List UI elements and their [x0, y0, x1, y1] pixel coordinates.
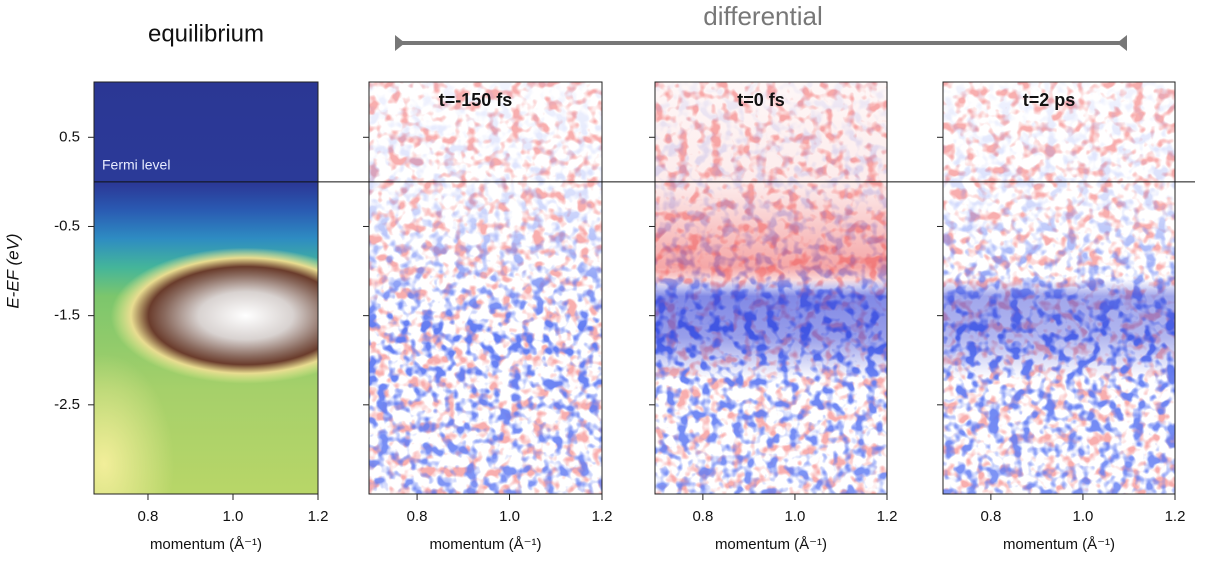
panel-title: t=2 ps: [1023, 90, 1076, 110]
heatmap-corner: [94, 354, 174, 494]
x-tick-label: 1.0: [785, 508, 806, 525]
range-arrow: [395, 35, 1127, 51]
x-tick-label: 1.2: [308, 508, 329, 525]
x-tick-label: 1.2: [592, 508, 613, 525]
x-tick-label: 1.2: [877, 508, 898, 525]
x-axis-label: momentum (Å⁻¹): [150, 536, 262, 553]
x-tick-label: 1.0: [223, 508, 244, 525]
y-tick-label: -2.5: [54, 396, 80, 413]
plot-frame: [93, 81, 319, 495]
plot-frame: [942, 81, 1176, 495]
plot-frame: [654, 81, 888, 495]
panel-title: equilibrium: [148, 20, 264, 47]
x-axis-label: momentum (Å⁻¹): [429, 536, 541, 553]
y-tick-label: -1.5: [54, 307, 80, 324]
x-tick-label: 0.8: [980, 508, 1001, 525]
heatmap: [369, 82, 602, 494]
x-tick-label: 0.8: [692, 508, 713, 525]
x-tick-label: 0.8: [138, 508, 159, 525]
y-tick-label: 0.5: [59, 128, 80, 145]
x-tick-label: 0.8: [407, 508, 428, 525]
heatmap: [655, 82, 887, 494]
heatmap-band: [110, 247, 318, 384]
panel-title: t=-150 fs: [439, 90, 513, 110]
plot-frame: [368, 81, 603, 495]
y-tick-label: -0.5: [54, 217, 80, 234]
x-tick-label: 1.0: [1073, 508, 1094, 525]
heatmap: [94, 82, 318, 494]
x-tick-label: 1.2: [1165, 508, 1186, 525]
heatmap-blue-band: [655, 82, 887, 494]
annotation: Fermi level: [102, 157, 170, 173]
y-axis-label: E-EF (eV): [3, 233, 22, 308]
x-axis-label: momentum (Å⁻¹): [715, 536, 827, 553]
x-tick-label: 1.0: [499, 508, 520, 525]
header-title: differential: [703, 1, 823, 31]
heatmap: [943, 82, 1175, 494]
x-axis-label: momentum (Å⁻¹): [1003, 536, 1115, 553]
panel-title: t=0 fs: [737, 90, 785, 110]
heatmap-blue-band: [943, 82, 1175, 494]
heatmap-blue-noise: [369, 82, 602, 494]
